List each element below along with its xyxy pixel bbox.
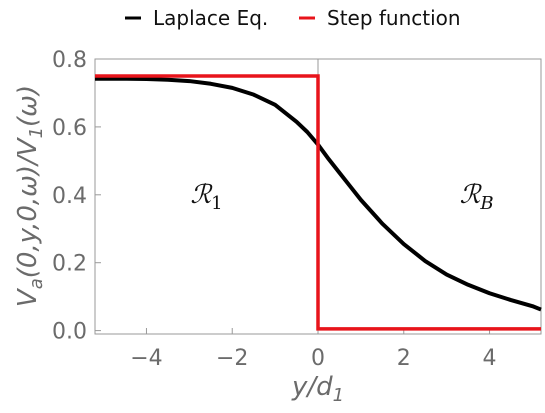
legend-label-step: Step function [327,6,461,30]
x-tick-label: −4 [130,346,162,371]
y-tick-label: 0.6 [52,116,87,141]
y-axis-label: Va(0,y,0,ω)/V1(ω) [13,85,47,307]
series-line-laplace [95,76,542,312]
x-tick-label: 0 [311,346,325,371]
y-tick-label: 0.4 [52,184,87,209]
x-axis-label: y/d1 [291,372,344,406]
x-tick-label: 2 [397,346,411,371]
y-tick-label: 0.2 [52,252,87,277]
x-tick-label: 4 [483,346,497,371]
series-line-step [95,74,541,331]
legend-label-laplace: Laplace Eq. [153,6,268,30]
region-label-r1: ℛ1 [190,180,222,214]
ticks: −4 −2 0 2 4 0.0 0.2 0.4 0.6 0.8 [52,48,497,371]
x-tick-label: −2 [216,346,248,371]
legend: Laplace Eq. Step function [125,6,461,30]
y-tick-label: 0.0 [52,320,87,345]
series-layer [95,74,542,331]
region-label-rb: ℛB [460,180,494,214]
y-tick-label: 0.8 [52,48,87,73]
